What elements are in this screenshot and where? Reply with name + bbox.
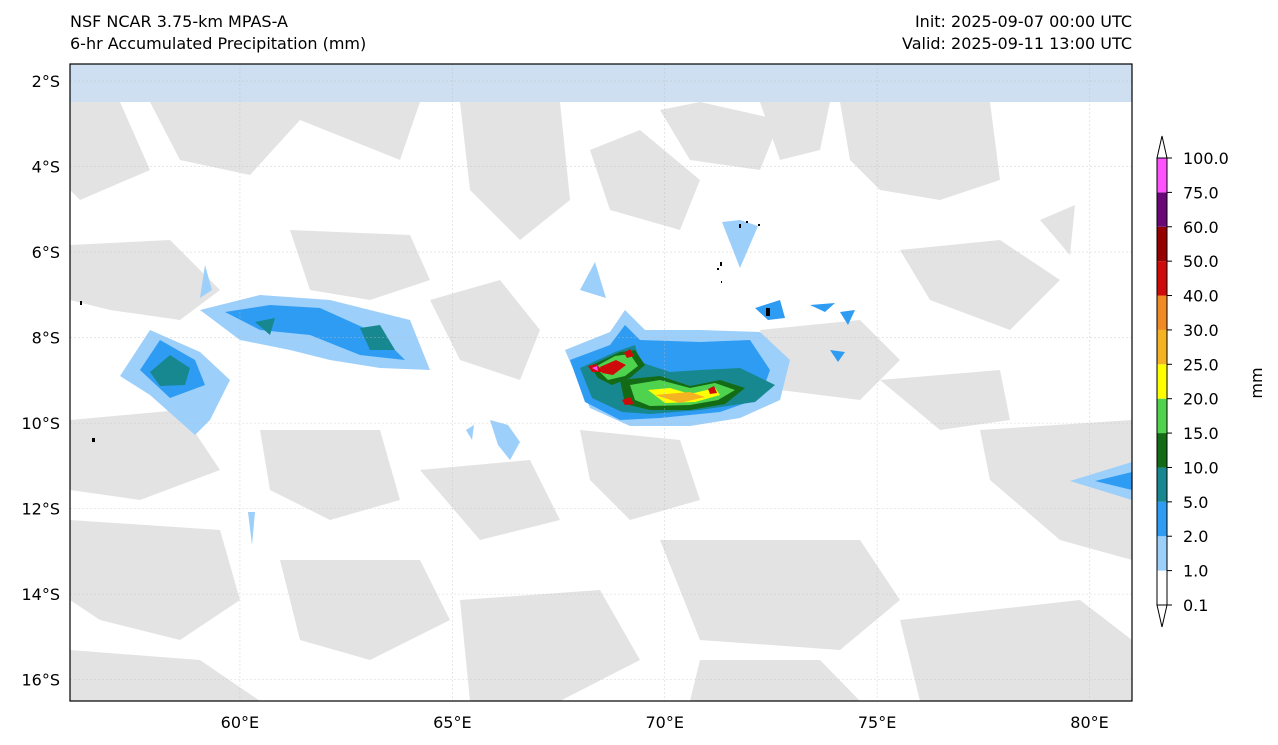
lon-tick-label: 65°E (433, 713, 471, 732)
lat-tick-label: 6°S (32, 243, 60, 262)
colorbar-segment (1157, 398, 1167, 434)
init-time: Init: 2025-09-07 00:00 UTC (914, 12, 1132, 31)
model-title: NSF NCAR 3.75-km MPAS-A (70, 12, 288, 31)
colorbar-unit-label: mm (1247, 367, 1266, 398)
colorbar-level-label: 10.0 (1183, 458, 1219, 477)
colorbar-level-label: 1.0 (1183, 562, 1208, 581)
colorbar-level-label: 60.0 (1183, 218, 1219, 237)
colorbar-segment (1157, 158, 1167, 193)
colorbar-level-label: 50.0 (1183, 252, 1219, 271)
colorbar-level-label: 100.0 (1183, 149, 1229, 168)
top-band (70, 64, 1132, 102)
colorbar-segment (1157, 364, 1167, 399)
colorbar: 0.1 1.0 2.0 5.0 10.0 15.0 20.0 25.0 30.0 40.0 50.0… (1156, 135, 1266, 628)
lat-tick-label: 16°S (21, 671, 60, 690)
colorbar-segments (1157, 158, 1167, 605)
colorbar-level-label: 30.0 (1183, 321, 1219, 340)
lon-tick-label: 70°E (645, 713, 683, 732)
central-rain-cluster (248, 220, 855, 545)
colorbar-extend-max (1156, 135, 1168, 159)
colorbar-segment (1157, 467, 1167, 502)
colorbar-segment (1157, 226, 1167, 262)
colorbar-extend-min (1156, 604, 1168, 628)
colorbar-level-label: 2.0 (1183, 527, 1208, 546)
map-plot-area (70, 64, 1132, 701)
colorbar-level-label: 40.0 (1183, 287, 1219, 306)
island-outlines (80, 221, 770, 442)
light-precip-areas (70, 102, 1132, 701)
lon-tick-label: 60°E (221, 713, 259, 732)
title-left: NSF NCAR 3.75-km MPAS-A 6-hr Accumulated… (70, 11, 366, 55)
lon-tick-label: 80°E (1070, 713, 1108, 732)
colorbar-segment (1157, 536, 1167, 571)
colorbar-ticks: 0.1 1.0 2.0 5.0 10.0 15.0 20.0 25.0 30.0 40.0 50.0… (1167, 149, 1229, 615)
colorbar-level-label: 15.0 (1183, 424, 1219, 443)
gridlines (70, 64, 1132, 701)
lat-tick-label: 12°S (21, 500, 60, 519)
latitude-labels: 2°S 4°S 6°S 8°S 10°S 12°S 14°S 16°S (21, 72, 60, 690)
colorbar-segment (1157, 570, 1167, 605)
colorbar-segment (1157, 192, 1167, 227)
colorbar-level-label: 0.1 (1183, 596, 1208, 615)
colorbar-segment (1157, 295, 1167, 330)
lon-tick-label: 75°E (858, 713, 896, 732)
colorbar-segment (1157, 329, 1167, 365)
colorbar-level-label: 25.0 (1183, 355, 1219, 374)
colorbar-segment (1157, 433, 1167, 468)
west-rain-cluster (120, 265, 430, 435)
title-right: Init: 2025-09-07 00:00 UTC Valid: 2025-0… (902, 11, 1132, 55)
lat-tick-label: 2°S (32, 72, 60, 91)
colorbar-segment (1157, 501, 1167, 537)
lat-tick-label: 10°S (21, 414, 60, 433)
colorbar-level-label: 5.0 (1183, 493, 1208, 512)
field-title: 6-hr Accumulated Precipitation (mm) (70, 34, 367, 53)
colorbar-level-label: 20.0 (1183, 390, 1219, 409)
colorbar-frame (1156, 157, 1168, 606)
map-frame (69, 63, 1133, 702)
colorbar-segment (1157, 261, 1167, 296)
longitude-labels: 60°E 65°E 70°E 75°E 80°E (221, 713, 1109, 732)
east-edge-rain (1070, 462, 1132, 500)
colorbar-level-label: 75.0 (1183, 183, 1219, 202)
lat-tick-label: 4°S (32, 158, 60, 177)
lat-tick-label: 8°S (32, 329, 60, 348)
valid-time: Valid: 2025-09-11 13:00 UTC (901, 34, 1132, 53)
lat-tick-label: 14°S (21, 585, 60, 604)
